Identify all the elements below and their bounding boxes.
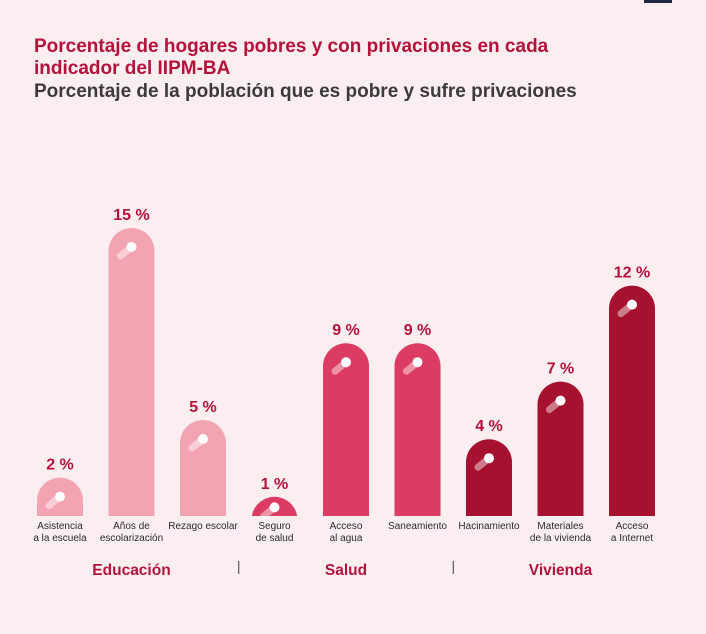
value-label-5: 9 % xyxy=(404,322,432,339)
bar-highlight-dot-4 xyxy=(341,357,351,368)
value-label-2: 5 % xyxy=(189,399,217,416)
value-label-3: 1 % xyxy=(261,476,289,493)
bar-highlight-dot-5 xyxy=(412,357,423,368)
chart-title: Porcentaje de hogares pobres y con priva… xyxy=(34,36,549,79)
category-label-4: Acceso al agua xyxy=(330,521,363,544)
category-label-7: Materiales de la vivienda xyxy=(530,521,592,544)
bar-highlight-dot-1 xyxy=(126,242,137,252)
bar-6 xyxy=(466,439,512,516)
bar-7 xyxy=(537,381,584,516)
category-label-2: Rezago escolar xyxy=(168,521,238,532)
bar-2 xyxy=(180,420,226,516)
category-label-3: Seguro de salud xyxy=(256,521,294,544)
value-label-8: 12 % xyxy=(614,265,650,282)
bar-highlight-dot-2 xyxy=(198,434,208,444)
corner-mark xyxy=(644,0,672,3)
bar-4 xyxy=(323,343,369,516)
bar-highlight-dot-6 xyxy=(484,453,494,464)
bar-1 xyxy=(108,228,155,517)
category-label-5: Saneamiento xyxy=(388,521,447,532)
group-label-0: Educación xyxy=(92,562,170,579)
value-label-1: 15 % xyxy=(113,207,149,224)
category-label-6: Hacinamiento xyxy=(458,521,520,532)
value-label-0: 2 % xyxy=(46,457,74,474)
bar-highlight-dot-3 xyxy=(269,502,280,513)
bar-highlight-dot-7 xyxy=(555,395,566,406)
group-label-2: Vivienda xyxy=(529,562,593,579)
chart-subtitle: Porcentaje de la población que es pobre … xyxy=(34,81,577,102)
category-label-8: Acceso a Internet xyxy=(611,521,653,544)
group-label-1: Salud xyxy=(325,562,367,579)
bar-highlight-dot-8 xyxy=(627,299,637,310)
value-label-6: 4 % xyxy=(475,418,503,435)
bar-highlight-dot-0 xyxy=(55,491,65,502)
category-label-0: Asistencia a la escuela xyxy=(33,521,87,544)
value-label-7: 7 % xyxy=(547,361,575,378)
category-label-1: Años de escolarización xyxy=(100,521,163,544)
bar-5 xyxy=(394,343,441,516)
bar-8 xyxy=(609,285,655,516)
value-label-4: 9 % xyxy=(332,322,360,339)
